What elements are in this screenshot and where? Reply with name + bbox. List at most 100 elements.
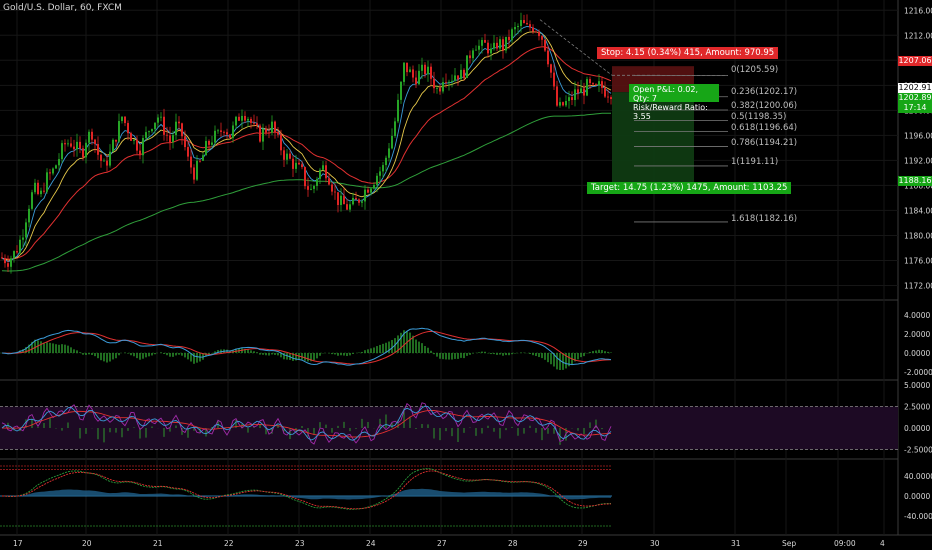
candle-body xyxy=(106,160,108,166)
candle-body xyxy=(544,39,546,51)
candle-body xyxy=(553,72,555,87)
candle-body xyxy=(493,42,495,49)
candle-body xyxy=(160,116,162,118)
candle-body xyxy=(559,102,561,106)
macd-line xyxy=(1,327,612,366)
candle-body xyxy=(412,69,414,78)
candle-body xyxy=(307,186,309,190)
ema-mid-line xyxy=(1,31,612,261)
candle-body xyxy=(271,121,273,133)
candle-body xyxy=(205,140,207,156)
candle-body xyxy=(268,132,270,134)
candle-body xyxy=(445,82,447,83)
candle-body xyxy=(505,36,507,51)
candle-body xyxy=(199,160,201,162)
candle-body xyxy=(502,39,504,51)
candle-body xyxy=(103,160,105,162)
candle-body xyxy=(316,178,318,186)
macd-tick-label: -2.0000 xyxy=(904,368,932,377)
candle-body xyxy=(355,197,357,200)
candle-body xyxy=(463,69,465,78)
stoch-tick-label: -40.0000 xyxy=(904,512,932,521)
candle-body xyxy=(418,70,420,85)
price-tick-label: 1192.00 xyxy=(904,156,932,165)
candle-body xyxy=(565,100,567,106)
ema-slow-line xyxy=(1,46,612,260)
candle-body xyxy=(535,31,537,33)
pnl-box[interactable]: Open P&L: 0.02, Qty: 7 Risk/Reward Ratio… xyxy=(629,84,719,121)
candle-body xyxy=(244,115,246,121)
candle-body xyxy=(247,118,249,121)
candle-body xyxy=(223,131,225,133)
candle-body xyxy=(136,139,138,151)
candle-body xyxy=(580,88,582,94)
macd-panel xyxy=(0,327,612,371)
ema-long-line xyxy=(1,112,611,272)
candle-body xyxy=(157,117,159,123)
candle-body xyxy=(181,123,183,137)
candle-body xyxy=(184,136,186,148)
candle-body xyxy=(31,192,33,209)
candle-body xyxy=(403,62,405,82)
candle-body xyxy=(526,23,528,25)
time-tick-label: 22 xyxy=(224,539,234,548)
candle-body xyxy=(139,150,141,156)
fib-label-0618: 0.618(1196.64) xyxy=(731,123,798,133)
candle-body xyxy=(277,132,279,135)
time-tick-label: 28 xyxy=(508,539,518,548)
candle-body xyxy=(202,155,204,161)
candle-body xyxy=(442,82,444,92)
candle-body xyxy=(496,42,498,49)
candle-body xyxy=(382,165,384,172)
stop-badge[interactable]: Stop: 4.15 (0.34%) 415, Amount: 970.95 xyxy=(597,47,779,59)
candle-body xyxy=(523,20,525,24)
candle-body xyxy=(40,190,42,195)
candle-body xyxy=(547,50,549,65)
candle-body xyxy=(574,89,576,101)
osc-tick-label: 2.5000 xyxy=(904,403,930,412)
time-tick-label: Sep xyxy=(782,539,796,548)
candle-body xyxy=(253,122,255,124)
candle-body xyxy=(49,172,51,174)
candle-body xyxy=(154,122,156,130)
candle-body xyxy=(430,66,432,79)
fib-label-1: 1(1191.11) xyxy=(731,157,779,167)
candle-body xyxy=(52,168,54,174)
candle-body xyxy=(484,40,486,43)
candle-body xyxy=(208,140,210,145)
price-tick-label: 1216.00 xyxy=(904,6,932,15)
fib-label-0382: 0.382(1200.06) xyxy=(731,101,798,111)
candle-body xyxy=(481,40,483,46)
candle-body xyxy=(322,165,324,170)
candle-body xyxy=(400,81,402,100)
candle-body xyxy=(427,66,429,75)
countdown-tag: 17:14 xyxy=(898,103,932,113)
candle-body xyxy=(97,144,99,155)
candles xyxy=(1,12,612,274)
candle-body xyxy=(130,133,132,141)
pnl-text: Open P&L: 0.02, Qty: 7 xyxy=(633,85,699,103)
candle-body xyxy=(10,258,12,267)
target-badge[interactable]: Target: 14.75 (1.23%) 1475, Amount: 1103… xyxy=(587,182,792,194)
candle-body xyxy=(298,162,300,165)
candle-body xyxy=(370,188,372,193)
ema-fast-line xyxy=(1,26,612,263)
macd-tick-label: 4.0000 xyxy=(904,311,930,320)
candle-body xyxy=(88,131,90,143)
time-tick-label: 31 xyxy=(731,539,741,548)
candle-body xyxy=(112,139,114,152)
symbol-title[interactable]: Gold/U.S. Dollar, 60, FXCM xyxy=(3,3,122,13)
candle-body xyxy=(529,24,531,28)
candle-body xyxy=(265,128,267,133)
candle-body xyxy=(67,143,69,145)
candle-body xyxy=(601,81,603,88)
candle-body xyxy=(187,147,189,157)
candle-body xyxy=(595,84,597,86)
candle-body xyxy=(478,45,480,50)
candle-body xyxy=(424,64,426,75)
osc-blue-line xyxy=(1,405,612,441)
candle-body xyxy=(304,167,306,187)
candle-body xyxy=(367,189,369,193)
candle-body xyxy=(358,199,360,203)
